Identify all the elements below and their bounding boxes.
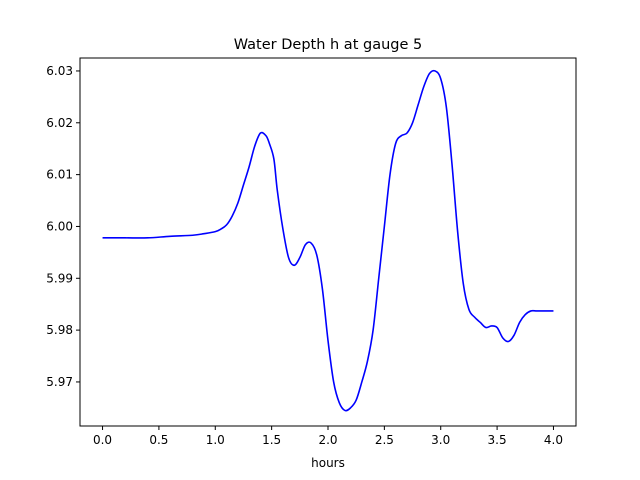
x-tick-label: 3.0 bbox=[431, 433, 450, 447]
x-axis-label: hours bbox=[311, 456, 345, 470]
x-tick-label: 1.5 bbox=[262, 433, 281, 447]
x-tick-label: 4.0 bbox=[544, 433, 563, 447]
y-tick-label: 6.03 bbox=[46, 64, 73, 78]
y-tick-label: 5.99 bbox=[46, 271, 73, 285]
chart-title: Water Depth h at gauge 5 bbox=[234, 37, 422, 53]
x-tick-label: 3.5 bbox=[488, 433, 507, 447]
x-tick-label: 2.0 bbox=[318, 433, 337, 447]
y-tick-label: 6.01 bbox=[46, 168, 73, 182]
x-tick-label: 2.5 bbox=[375, 433, 394, 447]
x-axis: 0.0 0.5 1.0 1.5 2.0 2.5 3.0 3.5 4.0 bbox=[93, 426, 563, 447]
y-axis: 5.97 5.98 5.99 6.00 6.01 6.02 6.03 bbox=[46, 64, 80, 389]
y-tick-label: 6.02 bbox=[46, 116, 73, 130]
y-tick-label: 5.98 bbox=[46, 323, 73, 337]
plot-area bbox=[102, 69, 554, 412]
x-tick-label: 0.0 bbox=[93, 433, 112, 447]
x-tick-label: 0.5 bbox=[149, 433, 168, 447]
plot-frame bbox=[79, 57, 577, 427]
y-tick-label: 6.00 bbox=[46, 219, 73, 233]
x-tick-label: 1.0 bbox=[206, 433, 225, 447]
y-tick-label: 5.97 bbox=[46, 375, 73, 389]
water-depth-series-line bbox=[102, 69, 554, 412]
